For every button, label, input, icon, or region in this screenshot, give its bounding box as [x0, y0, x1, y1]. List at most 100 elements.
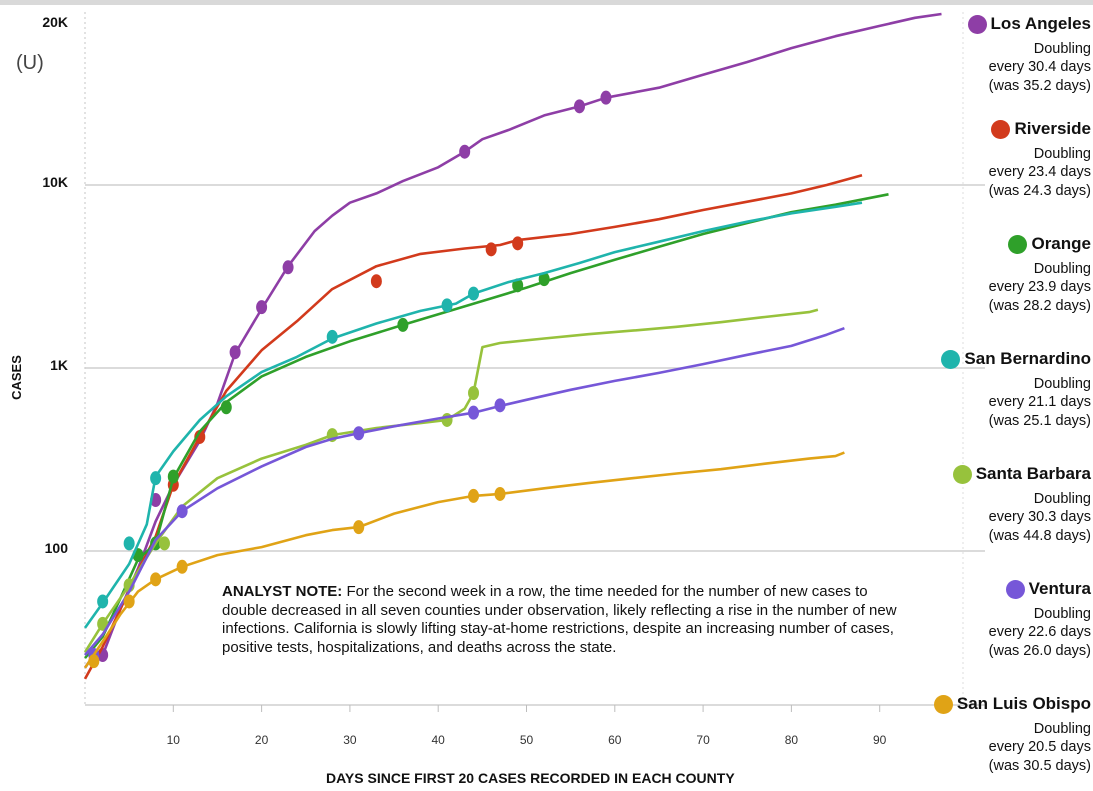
legend-entry: Santa Barbara Doubling every 30.3 days (was… [891, 465, 1091, 545]
legend-doubling-value: every 30.3 days [988, 509, 1091, 525]
legend-doubling-value: every 20.5 days [988, 739, 1091, 755]
top-border [0, 0, 1093, 5]
legend-dot [991, 120, 1011, 139]
y-tick-label: 20K [42, 14, 68, 30]
legend-previous-value: (was 35.2 days) [988, 77, 1091, 94]
data-point [158, 536, 170, 551]
x-tick-label: 40 [431, 733, 445, 747]
legend-label: Riverside [1014, 119, 1091, 139]
legend-entry: Orange Doubling every 23.9 days (was 28.2 d… [891, 235, 1091, 315]
y-tick-label: 10K [42, 174, 68, 190]
legend-doubling-label: Doubling [1033, 605, 1091, 622]
y-tick-label: 1K [50, 357, 68, 373]
data-point [256, 300, 268, 315]
legend-previous-value: (was 24.3 days) [988, 182, 1091, 199]
data-point [176, 559, 188, 574]
legend-name: Santa Barbara [952, 464, 1091, 484]
legend-label: San Luis Obispo [956, 694, 1091, 714]
data-point [123, 594, 135, 609]
legend-dot [967, 15, 987, 34]
legend-dot [1008, 235, 1028, 254]
legend-doubling-label: Doubling [1033, 40, 1091, 57]
legend-previous-value: (was 28.2 days) [988, 297, 1091, 314]
legend-doubling-label: Doubling [1033, 260, 1091, 277]
data-point [326, 329, 338, 344]
legend-previous-value: (was 44.8 days) [988, 527, 1091, 544]
data-point [468, 286, 480, 301]
x-tick-label: 90 [873, 733, 887, 747]
legend-doubling-label: Doubling [1033, 375, 1091, 392]
x-tick-label: 80 [784, 733, 799, 747]
legend-entry: San Luis Obispo Doubling every 20.5 days (w… [891, 695, 1091, 775]
y-axis-label: CASES [8, 355, 24, 400]
data-point [397, 317, 409, 332]
legend-dot [933, 695, 953, 714]
data-point [468, 405, 480, 420]
analyst-note: ANALYST NOTE: For the second week in a r… [222, 583, 912, 657]
data-point [220, 400, 232, 415]
series-line-los-angeles [83, 12, 942, 669]
data-point [123, 536, 135, 551]
legend-doubling-label: Doubling [1033, 145, 1091, 162]
x-tick-label: 10 [166, 733, 180, 747]
legend-doubling-value: every 23.9 days [988, 279, 1091, 295]
x-axis-label: DAYS SINCE FIRST 20 CASES RECORDED IN EA… [326, 770, 735, 786]
legend-name: Ventura [1005, 579, 1091, 599]
data-point [600, 90, 612, 105]
x-tick-label: 30 [343, 733, 357, 747]
data-point [370, 274, 382, 289]
legend-doubling-value: every 23.4 days [988, 164, 1091, 180]
data-point [176, 504, 188, 519]
data-point [573, 99, 585, 114]
data-point [282, 260, 294, 275]
data-point [441, 412, 453, 427]
legend-doubling-label: Doubling [1033, 490, 1091, 507]
legend-label: Los Angeles [990, 14, 1091, 34]
data-point [97, 616, 109, 631]
legend-previous-value: (was 26.0 days) [988, 642, 1091, 659]
legend-entry: Riverside Doubling every 23.4 days (was 24.… [891, 120, 1091, 200]
legend-name: San Luis Obispo [933, 694, 1091, 714]
legend-dot [1005, 580, 1025, 599]
legend-label: Ventura [1028, 579, 1091, 599]
legend-name: Riverside [991, 120, 1091, 139]
analyst-note-text: For the second week in a row, the time n… [222, 583, 897, 656]
data-point [494, 398, 506, 413]
data-point [468, 386, 480, 401]
data-point [538, 272, 550, 287]
legend-doubling-label: Doubling [1033, 720, 1091, 737]
data-point [494, 486, 506, 501]
data-point [512, 236, 524, 251]
legend-name: San Bernardino [941, 350, 1091, 369]
data-point [485, 242, 497, 257]
data-point [353, 426, 365, 441]
legend-name: Orange [1008, 235, 1091, 254]
data-point [459, 144, 471, 159]
legend-entry: Los Angeles Doubling every 30.4 days (was 3… [891, 15, 1091, 95]
legend-dot [952, 465, 972, 484]
legend-doubling-value: every 22.6 days [988, 624, 1091, 640]
data-point [468, 488, 480, 503]
chart-tag: (U) [16, 52, 44, 74]
data-point [97, 594, 109, 609]
legend-doubling-value: every 21.1 days [988, 394, 1091, 410]
data-point [512, 278, 524, 293]
legend-entry: San Bernardino Doubling every 21.1 days (wa… [891, 350, 1091, 430]
data-point [150, 471, 162, 486]
legend-doubling-value: every 30.4 days [988, 59, 1091, 75]
data-point [167, 469, 179, 484]
legend-entry: Ventura Doubling every 22.6 days (was 26.0 … [891, 580, 1091, 660]
analyst-note-label: ANALYST NOTE: [222, 583, 343, 600]
legend-label: San Bernardino [964, 349, 1091, 369]
x-tick-label: 60 [608, 733, 622, 747]
x-tick-label: 50 [519, 733, 534, 747]
series-line-ventura [84, 326, 845, 656]
x-tick-label: 20 [254, 733, 269, 747]
legend-label: Santa Barbara [975, 464, 1091, 484]
data-point [150, 572, 162, 587]
legend-name: Los Angeles [967, 14, 1091, 34]
data-point [441, 298, 453, 313]
legend-previous-value: (was 30.5 days) [988, 757, 1091, 774]
legend-dot [941, 350, 961, 369]
